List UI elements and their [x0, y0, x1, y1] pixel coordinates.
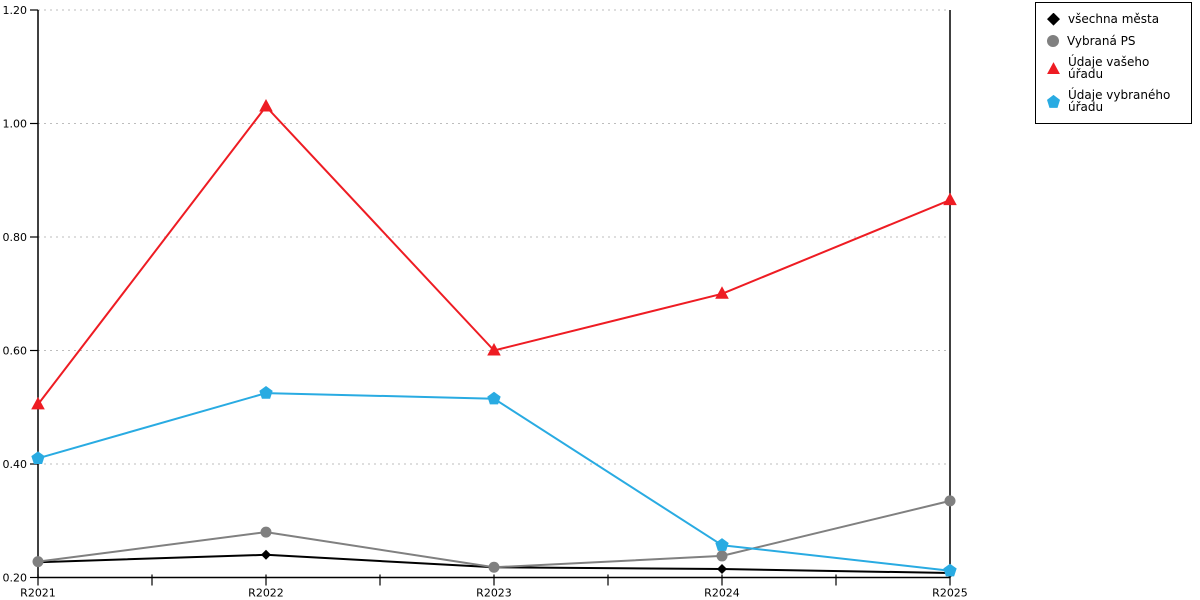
- y-tick-label: 0.60: [3, 345, 28, 358]
- legend-item: všechna města: [1047, 12, 1187, 27]
- y-tick-label: 1.20: [3, 4, 28, 17]
- legend-item: Údaje vašeho úřadu: [1047, 56, 1187, 80]
- x-tick-label: R2025: [932, 587, 968, 600]
- data-point-marker: [31, 451, 45, 464]
- series-line: [37, 105, 951, 406]
- y-tick-label: 1.00: [3, 118, 28, 131]
- data-point-marker: [487, 391, 501, 405]
- diamond-marker-icon: [1047, 12, 1060, 26]
- data-point-marker: [488, 561, 500, 573]
- x-tick-label: R2024: [704, 587, 740, 600]
- data-point-marker: [32, 556, 44, 568]
- y-tick-label: 0.80: [3, 231, 28, 244]
- legend-item: Vybraná PS: [1047, 33, 1187, 48]
- data-point-marker: [259, 386, 273, 399]
- data-point-marker: [487, 343, 501, 356]
- legend-label: Údaje vašeho úřadu: [1068, 55, 1150, 82]
- data-point-marker: [944, 495, 956, 507]
- chart-legend: všechna města Vybraná PS Údaje vašeho úř…: [1035, 2, 1192, 124]
- circle-marker-icon: [1047, 34, 1059, 47]
- y-tick-label: 0.40: [3, 458, 28, 471]
- data-point-marker: [261, 549, 271, 560]
- legend-label: Údaje vybraného úřadu: [1068, 88, 1171, 115]
- data-point-marker: [260, 526, 272, 538]
- data-point-marker: [717, 563, 727, 574]
- data-point-marker: [259, 98, 273, 112]
- legend-item: Údaje vybraného úřadu: [1047, 89, 1187, 113]
- data-point-marker: [31, 396, 45, 410]
- legend-label: Vybraná PS: [1067, 33, 1136, 48]
- legend-label: všechna města: [1068, 12, 1160, 27]
- data-point-marker: [715, 286, 729, 299]
- x-tick-label: R2022: [248, 587, 284, 600]
- data-point-marker: [715, 538, 729, 551]
- data-point-marker: [716, 550, 728, 562]
- x-tick-label: R2023: [476, 587, 512, 600]
- pentagon-marker-icon: [1047, 94, 1060, 108]
- triangle-marker-icon: [1047, 62, 1060, 75]
- y-tick-label: 0.20: [3, 572, 28, 585]
- x-tick-label: R2021: [20, 587, 56, 600]
- data-point-marker: [943, 563, 957, 577]
- data-point-marker: [943, 192, 957, 206]
